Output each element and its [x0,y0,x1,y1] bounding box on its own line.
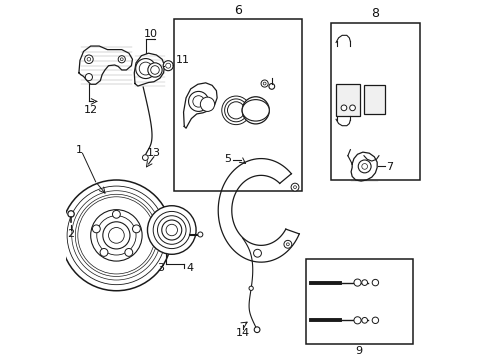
Circle shape [362,163,368,169]
Circle shape [143,155,148,161]
Circle shape [91,210,142,261]
Circle shape [354,317,361,324]
Circle shape [103,222,130,249]
Circle shape [85,55,93,64]
Circle shape [341,105,347,111]
Text: 1: 1 [75,145,82,155]
Circle shape [100,248,108,256]
Circle shape [162,220,182,240]
Ellipse shape [242,100,270,121]
Circle shape [139,62,152,75]
Circle shape [249,286,253,291]
Circle shape [85,73,93,81]
Text: 3: 3 [158,262,165,273]
Circle shape [189,91,209,111]
Circle shape [200,97,215,111]
Circle shape [350,105,355,111]
Text: 5: 5 [224,154,231,163]
Circle shape [148,63,162,77]
Circle shape [362,280,368,285]
Bar [364,85,385,114]
Circle shape [263,82,266,85]
Circle shape [153,211,190,249]
Text: 11: 11 [175,55,190,65]
Circle shape [242,97,270,124]
Circle shape [132,225,140,233]
Text: 14: 14 [236,328,250,338]
Circle shape [287,243,289,246]
Circle shape [75,194,157,276]
Circle shape [166,63,171,68]
Circle shape [87,58,91,61]
Circle shape [284,240,292,248]
Circle shape [222,96,250,125]
Circle shape [147,206,196,254]
Circle shape [193,96,204,107]
Circle shape [113,210,121,218]
Circle shape [253,249,262,257]
Text: 7: 7 [386,162,393,172]
Bar [306,258,413,344]
Text: 10: 10 [144,28,157,39]
Circle shape [93,225,100,233]
Circle shape [68,211,74,217]
Circle shape [254,327,260,333]
Text: 6: 6 [234,4,242,17]
Circle shape [224,99,247,122]
Circle shape [245,100,266,120]
Circle shape [372,279,379,286]
Circle shape [78,197,155,274]
Circle shape [151,66,159,74]
Circle shape [157,216,186,244]
Circle shape [198,232,203,237]
Text: 13: 13 [147,148,161,158]
Circle shape [372,317,379,324]
Circle shape [163,61,173,71]
Circle shape [269,84,275,89]
Circle shape [358,160,371,173]
Circle shape [166,224,177,236]
Circle shape [261,80,268,87]
Bar [331,23,420,180]
Text: 2: 2 [68,229,74,239]
Bar [336,84,360,116]
Bar [173,19,302,191]
Circle shape [227,102,245,119]
Circle shape [61,180,172,291]
Text: 9: 9 [356,346,363,356]
Circle shape [136,59,156,78]
Text: 12: 12 [84,105,98,115]
Circle shape [354,279,361,286]
Circle shape [72,191,161,280]
Circle shape [291,183,299,191]
Circle shape [294,186,296,189]
Circle shape [125,248,133,256]
Text: 4: 4 [186,262,193,273]
Text: 8: 8 [371,8,379,21]
Circle shape [118,56,125,63]
Circle shape [121,58,123,61]
Circle shape [249,104,262,117]
Circle shape [67,186,166,285]
Circle shape [109,228,124,243]
Circle shape [97,216,136,255]
Circle shape [362,318,368,323]
